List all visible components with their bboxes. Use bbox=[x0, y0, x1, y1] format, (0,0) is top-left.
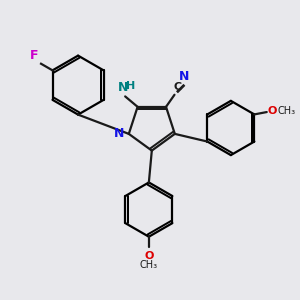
Text: C: C bbox=[173, 82, 181, 92]
Text: N: N bbox=[118, 81, 128, 94]
Text: H: H bbox=[126, 80, 135, 91]
Text: CH₃: CH₃ bbox=[140, 260, 158, 270]
Text: O: O bbox=[144, 251, 154, 261]
Text: CH₃: CH₃ bbox=[277, 106, 295, 116]
Text: F: F bbox=[30, 49, 38, 62]
Text: N: N bbox=[179, 70, 190, 83]
Text: O: O bbox=[268, 106, 277, 116]
Text: N: N bbox=[114, 128, 124, 140]
